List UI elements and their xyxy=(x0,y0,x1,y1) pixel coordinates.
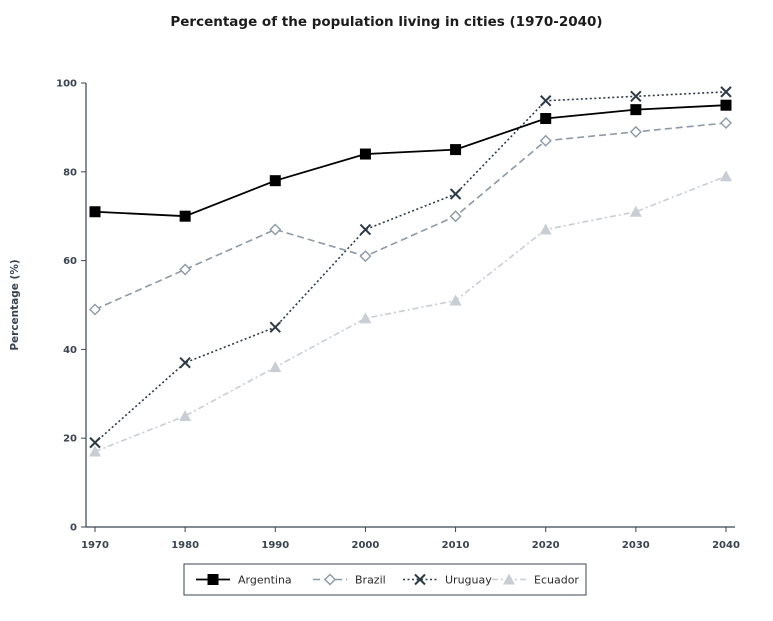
data-point-ecuador-shape xyxy=(359,312,372,324)
data-point-ecuador-shape xyxy=(720,170,732,182)
x-tick-label: 2000 xyxy=(352,540,380,551)
data-point-brazil xyxy=(449,210,462,223)
data-point-argentina xyxy=(540,113,552,125)
legend-label-uruguay: Uruguay xyxy=(445,574,492,587)
data-point-brazil xyxy=(89,303,101,316)
data-point-uruguay xyxy=(449,188,462,200)
y-tick-label: 20 xyxy=(63,434,77,445)
data-point-ecuador-shape xyxy=(539,223,552,235)
x-tick-label: 1980 xyxy=(171,540,199,551)
data-point-ecuador-shape xyxy=(629,205,642,217)
data-point-brazil xyxy=(179,263,192,276)
y-tick-label: 100 xyxy=(56,79,77,90)
data-point-uruguay xyxy=(540,95,552,107)
data-point-ecuador xyxy=(539,223,552,235)
y-axis-title: Percentage (%) xyxy=(9,259,21,350)
data-point-argentina-shape xyxy=(359,148,371,160)
data-point-brazil xyxy=(359,250,372,263)
series-line-argentina xyxy=(94,104,727,218)
data-point-ecuador-shape xyxy=(179,410,192,421)
data-point-uruguay xyxy=(630,90,642,103)
data-point-uruguay xyxy=(179,357,191,369)
data-point-brazil xyxy=(720,116,732,129)
chart-title: Percentage of the population living in c… xyxy=(170,14,603,30)
data-point-argentina-shape xyxy=(540,113,552,125)
data-point-uruguay-shape xyxy=(630,90,642,103)
legend-label-ecuador: Ecuador xyxy=(534,574,579,587)
data-point-brazil-shape xyxy=(720,116,732,129)
data-point-uruguay xyxy=(359,223,372,236)
data-point-ecuador xyxy=(89,445,101,457)
data-point-ecuador xyxy=(359,312,372,324)
x-tick-label: 2010 xyxy=(442,540,470,551)
data-point-brazil xyxy=(629,125,642,138)
legend-marker-uruguay-shape xyxy=(414,573,426,586)
x-tick-label: 2030 xyxy=(622,540,650,551)
data-point-ecuador xyxy=(720,170,732,182)
data-point-brazil-shape xyxy=(449,210,462,223)
data-point-argentina-shape xyxy=(89,206,101,218)
data-point-brazil xyxy=(539,134,552,147)
data-point-uruguay-shape xyxy=(540,95,552,107)
data-point-argentina xyxy=(89,206,101,218)
data-point-brazil-shape xyxy=(359,250,372,263)
data-point-uruguay-shape xyxy=(179,357,191,369)
data-point-ecuador-shape xyxy=(449,294,462,306)
y-tick-label: 40 xyxy=(63,345,77,356)
legend-label-brazil: Brazil xyxy=(355,574,386,587)
legend-marker-ecuador xyxy=(503,573,515,585)
data-point-argentina-shape xyxy=(450,144,462,156)
data-point-argentina xyxy=(269,175,281,187)
data-point-uruguay xyxy=(269,321,281,333)
data-point-brazil-shape xyxy=(179,263,192,276)
data-point-brazil xyxy=(269,223,282,236)
data-point-argentina-shape xyxy=(179,210,191,222)
data-point-argentina-shape xyxy=(720,99,732,111)
data-point-uruguay-shape xyxy=(359,223,372,236)
data-point-argentina-shape xyxy=(269,175,281,187)
legend-marker-argentina xyxy=(207,574,219,585)
data-point-ecuador xyxy=(629,205,642,217)
y-tick-label: 80 xyxy=(63,167,77,178)
x-tick-label: 2040 xyxy=(712,540,740,551)
data-point-uruguay-shape xyxy=(449,188,462,200)
x-tick-label: 2020 xyxy=(532,540,560,551)
legend-label-argentina: Argentina xyxy=(238,574,292,587)
data-point-argentina-shape xyxy=(630,104,642,116)
data-point-ecuador xyxy=(449,294,462,306)
x-tick-label: 1970 xyxy=(81,540,109,551)
series-line-uruguay xyxy=(94,91,727,444)
data-point-ecuador xyxy=(269,361,282,373)
data-point-uruguay-shape xyxy=(269,321,281,333)
legend-marker-brazil xyxy=(324,573,336,586)
series-line-brazil xyxy=(94,122,727,311)
series-line-ecuador xyxy=(94,175,727,453)
data-point-argentina xyxy=(450,144,462,156)
data-point-uruguay xyxy=(89,436,101,449)
data-point-argentina xyxy=(630,104,642,116)
data-point-argentina xyxy=(720,99,732,111)
y-tick-label: 60 xyxy=(63,256,77,267)
data-point-brazil-shape xyxy=(89,303,101,316)
data-point-ecuador xyxy=(179,410,192,421)
data-point-uruguay-shape xyxy=(720,86,732,98)
data-point-argentina xyxy=(359,148,371,160)
x-tick-label: 1990 xyxy=(261,540,289,551)
data-point-argentina xyxy=(179,210,191,222)
data-point-brazil-shape xyxy=(269,223,282,236)
y-tick-label: 0 xyxy=(70,523,77,534)
legend-box xyxy=(183,563,587,596)
data-point-uruguay xyxy=(720,86,732,98)
data-point-uruguay-shape xyxy=(89,436,101,449)
legend-marker-brazil-shape xyxy=(324,573,336,586)
data-point-brazil-shape xyxy=(629,125,642,138)
data-point-ecuador-shape xyxy=(89,445,101,457)
data-point-ecuador-shape xyxy=(269,361,282,373)
legend-marker-argentina-shape xyxy=(207,574,219,585)
legend-marker-uruguay xyxy=(414,573,426,586)
data-point-brazil-shape xyxy=(539,134,552,147)
legend-marker-ecuador-shape xyxy=(503,573,515,585)
